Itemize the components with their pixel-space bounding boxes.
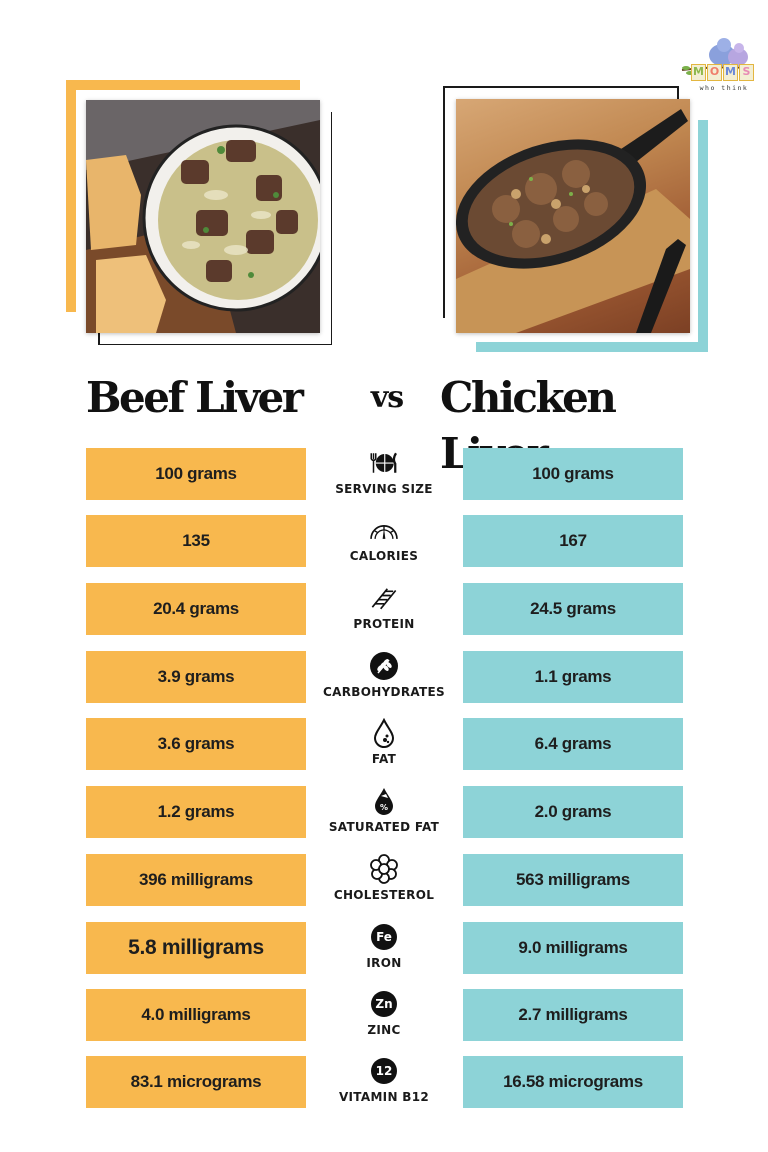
nutrient-label: 12 VITAMIN B12	[318, 1056, 450, 1116]
beef-value: 1.2 grams	[86, 786, 306, 838]
logo-blocks: M O M S	[691, 64, 754, 81]
chicken-value: 2.0 grams	[463, 786, 683, 838]
nutrient-label: CALORIES	[318, 515, 450, 575]
beef-value: 5.8 milligrams	[86, 922, 306, 974]
beef-value: 4.0 milligrams	[86, 989, 306, 1041]
zn-icon: Zn	[369, 989, 399, 1019]
beef-liver-photo	[86, 100, 320, 333]
nutrient-label: Zn ZINC	[318, 989, 450, 1049]
chicken-value: 563 milligrams	[463, 854, 683, 906]
beef-value: 135	[86, 515, 306, 567]
nutrient-label: PROTEIN	[318, 583, 450, 643]
decorative-frame	[66, 80, 300, 90]
row-protein: 20.4 grams PROTEIN 24.5 grams	[0, 583, 768, 635]
decorative-frame	[443, 86, 445, 318]
row-carbohydrates: 3.9 grams CARBOHYDRATES 1.1 grams	[0, 651, 768, 703]
decorative-frame	[677, 86, 679, 100]
decorative-frame	[476, 342, 708, 352]
vs-label: vs	[370, 380, 404, 415]
row-zinc: 4.0 milligrams Zn ZINC 2.7 milligrams	[0, 989, 768, 1041]
nutrient-label: FAT	[318, 718, 450, 778]
row-fat: 3.6 grams FAT 6.4 grams	[0, 718, 768, 770]
row-vitamin-b12: 83.1 micrograms 12 VITAMIN B12 16.58 mic…	[0, 1056, 768, 1108]
nutrient-label: CARBOHYDRATES	[318, 651, 450, 711]
wheat-icon	[369, 651, 399, 681]
moms-who-think-logo: M O M S who think	[676, 38, 756, 100]
decorative-frame	[443, 86, 678, 88]
chicken-value: 167	[463, 515, 683, 567]
nutrient-label: % SATURATED FAT	[318, 786, 450, 846]
beef-value: 3.6 grams	[86, 718, 306, 770]
drop-percent-icon: %	[369, 786, 399, 816]
logo-letter: O	[707, 64, 722, 81]
chicken-value: 24.5 grams	[463, 583, 683, 635]
logo-letter: S	[739, 64, 754, 81]
chicken-value: 9.0 milligrams	[463, 922, 683, 974]
chicken-value: 2.7 milligrams	[463, 989, 683, 1041]
chicken-value: 6.4 grams	[463, 718, 683, 770]
decorative-frame	[98, 112, 332, 345]
nutrient-label: Fe IRON	[318, 922, 450, 982]
chicken-value: 16.58 micrograms	[463, 1056, 683, 1108]
logo-letter: M	[691, 64, 706, 81]
nutrient-label: CHOLESTEROL	[318, 854, 450, 914]
drop-icon	[369, 718, 399, 748]
fe-icon: Fe	[369, 922, 399, 952]
chicken-value: 100 grams	[463, 448, 683, 500]
logo-tagline: who think	[699, 84, 749, 92]
beef-value: 396 milligrams	[86, 854, 306, 906]
b12-icon: 12	[369, 1056, 399, 1086]
row-serving-size: 100 grams SERVING SIZE 100 grams	[0, 448, 768, 500]
bird-icon	[709, 38, 748, 66]
beef-value: 100 grams	[86, 448, 306, 500]
beef-liver-title: Beef Liver	[86, 373, 304, 422]
beef-value: 83.1 micrograms	[86, 1056, 306, 1108]
row-cholesterol: 396 milligrams CHOLESTEROL 563 milligram…	[0, 854, 768, 906]
plate-fork-knife-icon	[369, 448, 399, 478]
svg-text:%: %	[380, 803, 388, 812]
beef-value: 3.9 grams	[86, 651, 306, 703]
dna-icon	[369, 583, 399, 613]
chicken-value: 1.1 grams	[463, 651, 683, 703]
logo-letter: M	[723, 64, 738, 81]
molecule-icon	[369, 854, 399, 884]
nutrient-label: SERVING SIZE	[318, 448, 450, 508]
beef-value: 20.4 grams	[86, 583, 306, 635]
decorative-frame	[66, 80, 76, 312]
decorative-frame	[698, 120, 708, 352]
row-saturated-fat: 1.2 grams % SATURATED FAT 2.0 grams	[0, 786, 768, 838]
row-calories: 135 CALORIES 167	[0, 515, 768, 567]
row-iron: 5.8 milligrams Fe IRON 9.0 milligrams	[0, 922, 768, 974]
gauge-icon	[369, 515, 399, 545]
chicken-liver-photo	[456, 99, 690, 333]
